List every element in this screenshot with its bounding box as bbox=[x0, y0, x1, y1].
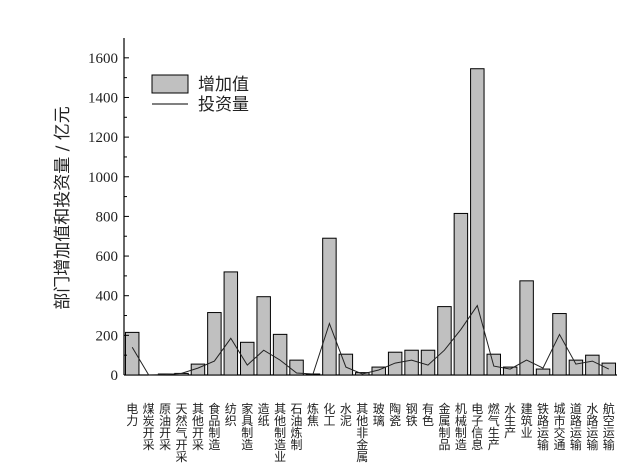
category-label: 炼焦 bbox=[307, 401, 319, 428]
y-axis-label-group: 部门增加值和投资量 / 亿元 bbox=[53, 106, 73, 310]
y-tick-label: 1400 bbox=[88, 90, 118, 106]
category-label: 金属制品 bbox=[438, 401, 450, 452]
category-label: 玻璃 bbox=[373, 402, 385, 428]
y-tick-label: 200 bbox=[96, 328, 119, 344]
category-label: 城市交通 bbox=[553, 402, 565, 452]
category-label: 化工 bbox=[323, 402, 335, 428]
legend-swatch-bar bbox=[151, 74, 189, 94]
category-label: 其他开采 bbox=[192, 402, 204, 452]
category-label: 石油炼制 bbox=[291, 402, 303, 452]
bar bbox=[207, 312, 222, 376]
y-axis-label: 部门增加值和投资量 / 亿元 bbox=[53, 106, 73, 310]
y-tick-label: 400 bbox=[96, 289, 119, 305]
bar bbox=[552, 313, 567, 376]
category-label: 其他制造业 bbox=[274, 402, 286, 464]
category-label: 有色 bbox=[422, 402, 434, 428]
category-label: 水泥 bbox=[340, 402, 352, 428]
bar bbox=[585, 354, 600, 376]
category-label: 水路运输 bbox=[586, 402, 598, 452]
category-label: 家具制造 bbox=[241, 401, 253, 452]
category-label: 道路运输 bbox=[570, 402, 582, 452]
y-ticks: 0 200 400 600 800 1000 1200 1400 1600 bbox=[88, 51, 129, 384]
y-tick-label: 1600 bbox=[88, 51, 118, 67]
category-label: 煤炭开采 bbox=[143, 402, 155, 452]
category-label: 水生产 bbox=[504, 402, 516, 440]
category-label: 原油开采 bbox=[159, 402, 171, 452]
category-label: 电子信息 bbox=[471, 402, 483, 452]
bar bbox=[502, 366, 518, 376]
y-tick-label: 0 bbox=[111, 368, 119, 384]
category-label: 其他非金属 bbox=[356, 402, 368, 464]
category-label: 纺织 bbox=[225, 402, 237, 428]
bar bbox=[256, 296, 271, 376]
bar bbox=[272, 333, 288, 376]
bar bbox=[453, 212, 469, 376]
legend-label-line: 投资量 bbox=[198, 95, 249, 115]
category-label: 食品制造 bbox=[208, 401, 220, 452]
series-line bbox=[131, 304, 610, 376]
category-label: 铁路运输 bbox=[537, 402, 549, 452]
y-tick-label: 1200 bbox=[88, 130, 118, 146]
category-label: 机械制造 bbox=[455, 402, 467, 452]
bar bbox=[124, 331, 140, 376]
category-label: 燃气生产 bbox=[488, 401, 500, 452]
category-label: 造纸 bbox=[258, 402, 270, 428]
bar bbox=[470, 68, 485, 376]
line-group bbox=[131, 304, 610, 376]
category-label: 航空运输 bbox=[603, 401, 615, 452]
bar bbox=[322, 237, 337, 376]
y-tick-label: 800 bbox=[96, 209, 119, 225]
bar bbox=[223, 271, 239, 376]
bar bbox=[338, 353, 354, 376]
y-tick-label: 1000 bbox=[88, 170, 118, 186]
category-labels: 电力煤炭开采原油开采天然气开采其他开采食品制造纺织家具制造造纸其他制造业石油炼制… bbox=[126, 401, 615, 464]
legend-label-bar: 增加值 bbox=[198, 75, 249, 95]
category-label: 天然气开采 bbox=[176, 402, 188, 464]
category-label: 陶瓷 bbox=[389, 401, 401, 428]
axes bbox=[123, 38, 617, 376]
bar bbox=[190, 363, 206, 376]
bar bbox=[420, 349, 436, 376]
bar bbox=[371, 366, 386, 376]
y-tick-label: 600 bbox=[96, 249, 119, 265]
bars-group bbox=[124, 68, 617, 376]
bar bbox=[568, 359, 584, 376]
bar bbox=[404, 349, 419, 376]
category-label: 建筑业 bbox=[521, 402, 533, 440]
bar bbox=[437, 306, 452, 376]
category-label: 钢铁 bbox=[406, 402, 418, 428]
bar bbox=[519, 280, 534, 376]
category-label: 电力 bbox=[126, 402, 138, 428]
bar bbox=[535, 368, 551, 376]
bar bbox=[240, 341, 255, 376]
